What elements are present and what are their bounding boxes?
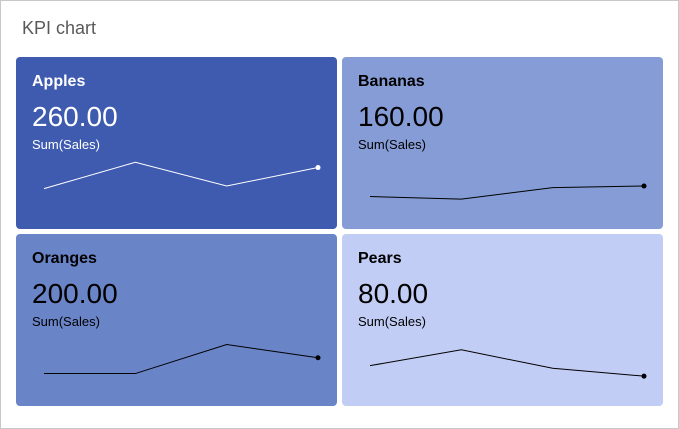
sparkline-end-point xyxy=(315,355,321,361)
sparkline-path xyxy=(43,161,319,190)
sparkline-end-point xyxy=(641,183,647,189)
kpi-value: 160.00 xyxy=(358,101,444,132)
sparkline xyxy=(369,183,647,200)
kpi-tile-apples[interactable]: Apples 260.00 Sum(Sales) xyxy=(16,57,337,229)
sparkline-path xyxy=(369,349,645,377)
sparkline-path xyxy=(44,344,319,375)
kpi-tile-bananas[interactable]: Bananas 160.00 Sum(Sales) xyxy=(342,57,663,229)
chart-title: KPI chart xyxy=(22,18,97,38)
kpi-label: Bananas xyxy=(358,73,425,90)
sparkline xyxy=(44,344,321,375)
kpi-measure: Sum(Sales) xyxy=(32,314,100,329)
kpi-value: 260.00 xyxy=(32,101,118,132)
kpi-value: 200.00 xyxy=(32,278,118,309)
sparkline-end-point xyxy=(641,373,647,379)
sparkline-end-point xyxy=(315,165,321,171)
kpi-tile-pears[interactable]: Pears 80.00 Sum(Sales) xyxy=(342,234,663,406)
kpi-measure: Sum(Sales) xyxy=(358,137,426,152)
kpi-measure: Sum(Sales) xyxy=(32,137,100,152)
sparkline xyxy=(369,349,647,379)
kpi-label: Apples xyxy=(32,73,86,90)
sparkline xyxy=(43,161,321,190)
kpi-tile-oranges[interactable]: Oranges 200.00 Sum(Sales) xyxy=(16,234,337,406)
kpi-label: Pears xyxy=(358,250,402,267)
kpi-label: Oranges xyxy=(32,250,97,267)
sparkline-path xyxy=(369,185,645,200)
kpi-value: 80.00 xyxy=(358,278,429,309)
kpi-measure: Sum(Sales) xyxy=(358,314,426,329)
